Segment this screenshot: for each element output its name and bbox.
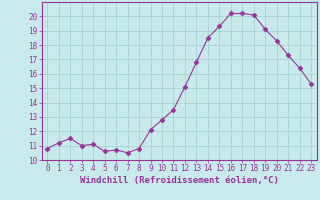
X-axis label: Windchill (Refroidissement éolien,°C): Windchill (Refroidissement éolien,°C) [80, 176, 279, 185]
